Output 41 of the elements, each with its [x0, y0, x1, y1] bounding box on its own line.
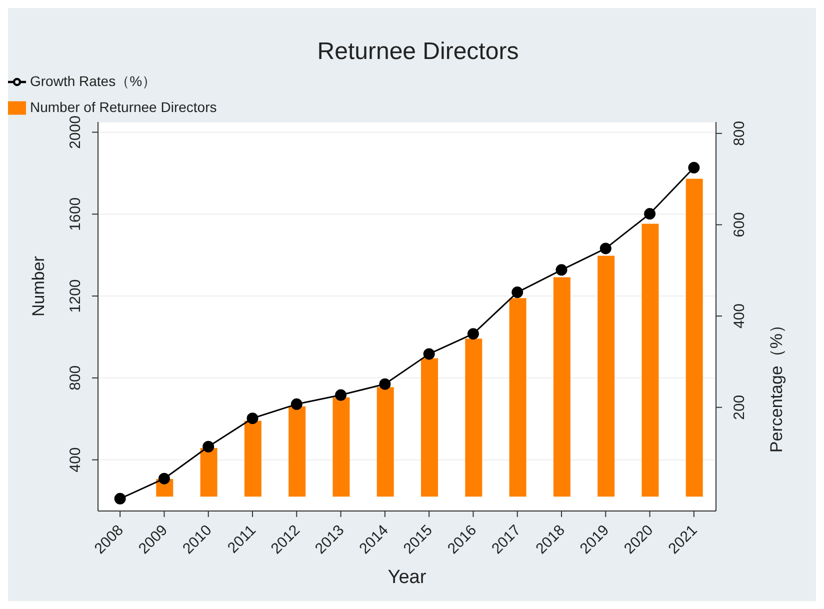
y-tick-label: 800 [67, 365, 84, 390]
bar [553, 277, 570, 497]
bar [332, 397, 350, 497]
y-tick-label: 400 [67, 447, 84, 472]
point [644, 208, 656, 220]
y2-tick-label: 400 [731, 304, 748, 329]
point [600, 242, 612, 254]
bar [642, 224, 659, 497]
point [379, 378, 391, 390]
point [290, 398, 302, 410]
point [556, 264, 568, 276]
point [335, 389, 347, 401]
bar [421, 358, 438, 497]
point [688, 162, 700, 174]
y2-tick-label: 600 [731, 212, 748, 238]
bar [509, 298, 526, 497]
legend-label: Growth Rates（%） [30, 73, 156, 89]
point [467, 328, 479, 340]
y2-tick-label: 800 [731, 120, 748, 146]
y2-tick-label: 200 [731, 394, 748, 420]
y-tick-label: 1600 [67, 197, 84, 231]
point [423, 348, 435, 360]
bar [376, 387, 394, 497]
bar [686, 178, 703, 497]
y-tick-label: 2000 [67, 116, 84, 149]
legend-label: Number of Returnee Directors [30, 99, 217, 115]
point [512, 286, 524, 298]
y-tick-label: 1200 [67, 279, 84, 313]
bar [200, 448, 218, 497]
bar [598, 256, 615, 497]
point [246, 412, 258, 424]
point [202, 440, 214, 452]
bar [465, 338, 482, 497]
point [114, 492, 126, 504]
point [158, 472, 170, 484]
y-axis-title: Number [29, 256, 48, 316]
x-axis-title: Year [388, 567, 427, 588]
bar [288, 406, 306, 497]
bar [244, 420, 262, 497]
chart-title: Returnee Directors [316, 38, 520, 66]
y2-axis-title: Percentage（%） [767, 316, 786, 453]
